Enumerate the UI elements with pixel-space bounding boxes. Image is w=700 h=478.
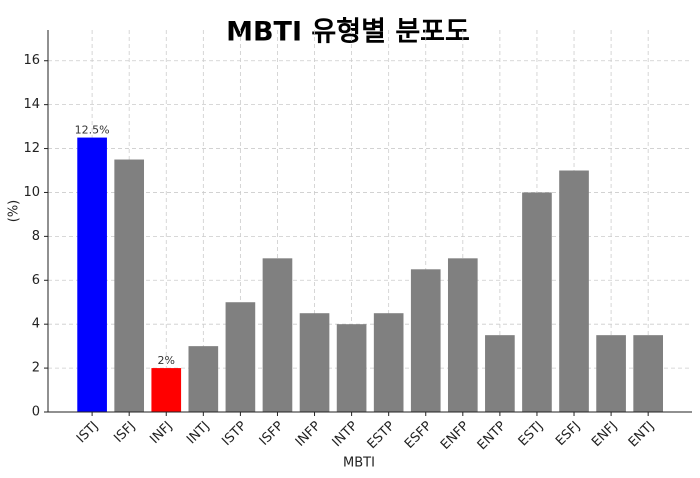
bar: [373, 313, 404, 412]
x-tick-label: ESFP: [402, 419, 435, 452]
x-tick-label: ESFJ: [553, 419, 583, 449]
bar: [188, 346, 219, 412]
bar: [633, 335, 663, 412]
x-tick-label: ESTP: [365, 419, 399, 453]
bar: [262, 258, 293, 412]
y-tick-label: 10: [23, 185, 40, 200]
y-tick-label: 12: [23, 141, 40, 156]
y-tick-label: 14: [23, 97, 40, 112]
bar: [151, 368, 182, 412]
bar: [299, 313, 330, 412]
bar: [522, 192, 552, 412]
y-tick-label: 8: [32, 229, 40, 244]
bar: [336, 324, 367, 412]
bar: [77, 137, 107, 412]
x-tick-label: ENFJ: [589, 419, 620, 450]
bar: [559, 170, 589, 412]
y-tick-label: 2: [32, 361, 40, 376]
x-tick-label: ISTP: [219, 419, 249, 449]
x-tick-label: ISFJ: [111, 419, 138, 446]
x-tick-label: ISTJ: [74, 419, 101, 446]
chart-title: MBTI 유형별 분포도: [226, 17, 470, 48]
y-tick-label: 6: [32, 273, 40, 288]
bar: [410, 269, 441, 412]
value-label: 2%: [158, 354, 175, 367]
x-axis-label: MBTI: [343, 456, 375, 471]
bar: [485, 335, 515, 412]
x-tick-label: ESTJ: [516, 419, 547, 450]
x-tick-label: INTP: [330, 419, 361, 450]
y-tick-label: 0: [32, 405, 40, 420]
x-tick-label: INFP: [293, 419, 324, 450]
x-tick-label: ENTP: [475, 419, 510, 454]
bar: [447, 258, 478, 412]
x-tick-label: INTJ: [184, 419, 213, 448]
x-tick-label: ENFP: [438, 419, 472, 453]
bar: [114, 159, 145, 412]
x-tick-label: ISFP: [257, 419, 287, 449]
x-tick-label: ENTJ: [626, 419, 658, 451]
bar: [596, 335, 626, 412]
value-label: 12.5%: [75, 124, 110, 137]
y-axis-label: (%): [7, 200, 22, 223]
y-tick-label: 16: [23, 53, 40, 68]
x-tick-label: INFJ: [147, 419, 175, 447]
bar: [225, 302, 256, 412]
y-tick-label: 4: [32, 317, 40, 332]
